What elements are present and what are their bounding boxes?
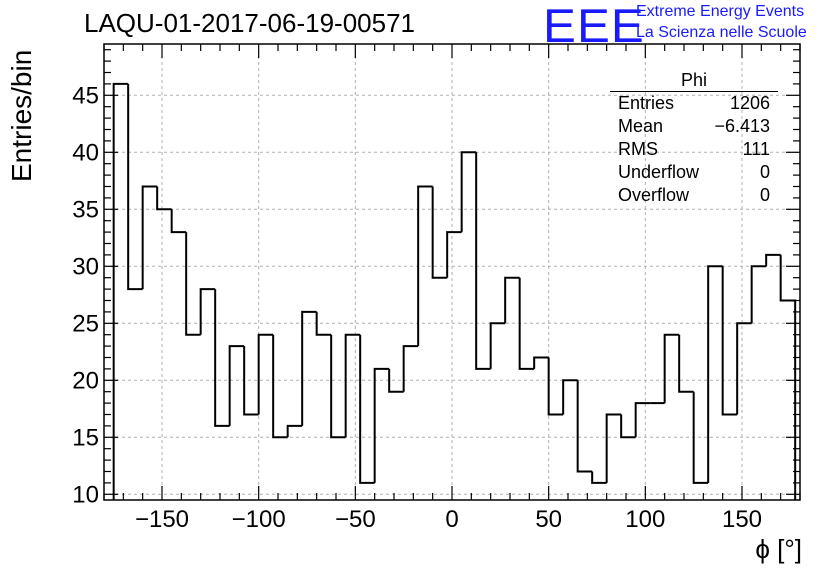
logo-line-2: La Scienza nelle Scuole [636, 24, 807, 41]
stats-value: −6.413 [714, 116, 770, 136]
histogram-bin [127, 83, 143, 291]
chart-title: LAQU-01-2017-06-19-00571 [84, 8, 415, 38]
histogram-bin [736, 322, 752, 415]
histogram-bin [562, 379, 578, 415]
histogram-bin [373, 367, 390, 483]
stats-label: Mean [618, 116, 664, 136]
x-tick-label: −150 [135, 506, 189, 533]
histogram-bin [388, 368, 404, 393]
histogram-bin [547, 357, 564, 416]
y-tick-label: 10 [72, 481, 99, 508]
histogram-bin [707, 265, 723, 483]
x-tick-label: −100 [232, 506, 286, 533]
histogram-bin [518, 277, 535, 370]
x-tick-label: 100 [625, 506, 665, 533]
histogram-bin [489, 322, 506, 369]
eee-logo: EEE [543, 0, 645, 52]
y-tick-label: 40 [72, 139, 99, 166]
histogram-bin [779, 254, 797, 500]
stats-value: 0 [759, 162, 770, 182]
y-axis-label: Entries/bin [6, 49, 37, 182]
y-tick-label: 30 [72, 253, 99, 280]
stats-label: Overflow [618, 185, 690, 205]
histogram-bin [605, 413, 622, 483]
stats-row-underflow: Underflow 0 [610, 161, 778, 184]
y-tick-label: 25 [72, 310, 99, 337]
histogram-bin [228, 345, 245, 426]
stats-label: RMS [618, 139, 658, 159]
histogram-bin [272, 334, 288, 439]
histogram-bin [156, 186, 172, 211]
histogram-bin [678, 334, 694, 393]
histogram-bin [301, 310, 317, 426]
histogram-bin [402, 345, 419, 392]
histogram-bin [417, 185, 433, 347]
y-tick-label: 35 [72, 196, 99, 223]
histogram-bin [141, 185, 158, 290]
x-tick-label: 50 [535, 506, 562, 533]
x-tick-label: −50 [335, 506, 376, 533]
histogram-bin [257, 333, 274, 415]
histogram-bin [721, 266, 738, 416]
histogram-bin [533, 356, 549, 369]
histogram-bin [199, 288, 216, 335]
histogram-bin [591, 471, 607, 484]
histogram-bin [692, 391, 709, 484]
histogram-bin [663, 333, 680, 404]
histogram-bin [634, 402, 651, 438]
histogram-bin [112, 82, 129, 500]
stats-label: Underflow [618, 162, 700, 182]
y-tick-label: 15 [72, 424, 99, 451]
histogram-bin [330, 334, 346, 439]
histogram-bin [344, 333, 361, 438]
y-tick-label: 20 [72, 367, 99, 394]
stats-value: 1206 [729, 93, 770, 113]
stats-row-rms: RMS 111 [610, 138, 778, 161]
x-tick-label: 150 [722, 506, 762, 533]
histogram-bin [185, 232, 201, 336]
histogram-bin [170, 209, 187, 234]
stats-value: 111 [742, 139, 770, 159]
stats-box-name: Phi [610, 70, 778, 92]
histogram-bin [765, 253, 781, 267]
y-tick-label: 45 [72, 82, 99, 109]
histogram-bin [243, 346, 259, 416]
x-axis-label: ϕ [°] [755, 534, 802, 564]
logo-line-1: Extreme Energy Events [636, 3, 805, 20]
histogram-bin [315, 311, 332, 336]
stats-label: Entries [618, 93, 675, 113]
histogram-bin [359, 334, 375, 484]
histogram-bin [431, 186, 448, 279]
histogram-bin [286, 424, 303, 438]
stats-row-overflow: Overflow 0 [610, 184, 778, 207]
stats-row-entries: Entries 1206 [610, 92, 778, 115]
histogram-bin [750, 265, 767, 324]
histogram-bin [214, 289, 230, 427]
histogram-bin [460, 151, 477, 233]
stats-row-mean: Mean −6.413 [610, 115, 778, 138]
histogram-bin [576, 380, 593, 473]
histogram-bin [620, 414, 636, 439]
stats-box: Phi Entries 1206 Mean −6.413 RMS 111 Und… [610, 70, 778, 207]
histogram-bin [475, 152, 491, 370]
x-tick-label: 0 [445, 506, 458, 533]
histogram-bin [446, 231, 462, 278]
histogram-bin [504, 276, 520, 324]
stats-value: 0 [759, 185, 770, 205]
